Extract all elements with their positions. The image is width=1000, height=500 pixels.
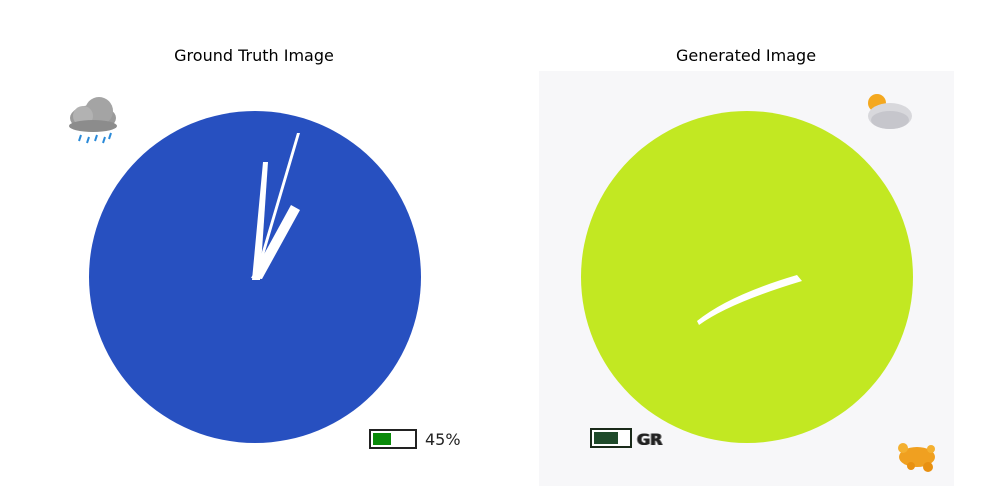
clock-hands (697, 275, 802, 325)
battery-percentage: GR (637, 430, 663, 449)
ground-truth-title: Ground Truth Image (174, 46, 334, 65)
battery-fill (373, 433, 391, 445)
clock-hands (251, 133, 300, 280)
second-hand (254, 133, 300, 279)
rain-cloud-icon (69, 97, 117, 144)
orange-splash-icon (898, 443, 935, 472)
clock-face (581, 111, 913, 443)
battery-fill (594, 432, 618, 444)
battery-indicator (369, 429, 417, 449)
generated-title: Generated Image (675, 46, 817, 65)
generated-panel: GR (539, 71, 954, 486)
partly-cloudy-sun-icon (868, 94, 912, 129)
ground-truth-panel: 45% (47, 71, 462, 486)
battery-indicator (590, 428, 632, 448)
minute-hand (697, 275, 802, 325)
hour-hand (251, 205, 300, 279)
battery-percentage: 45% (425, 430, 461, 449)
minute-hand (252, 162, 268, 280)
